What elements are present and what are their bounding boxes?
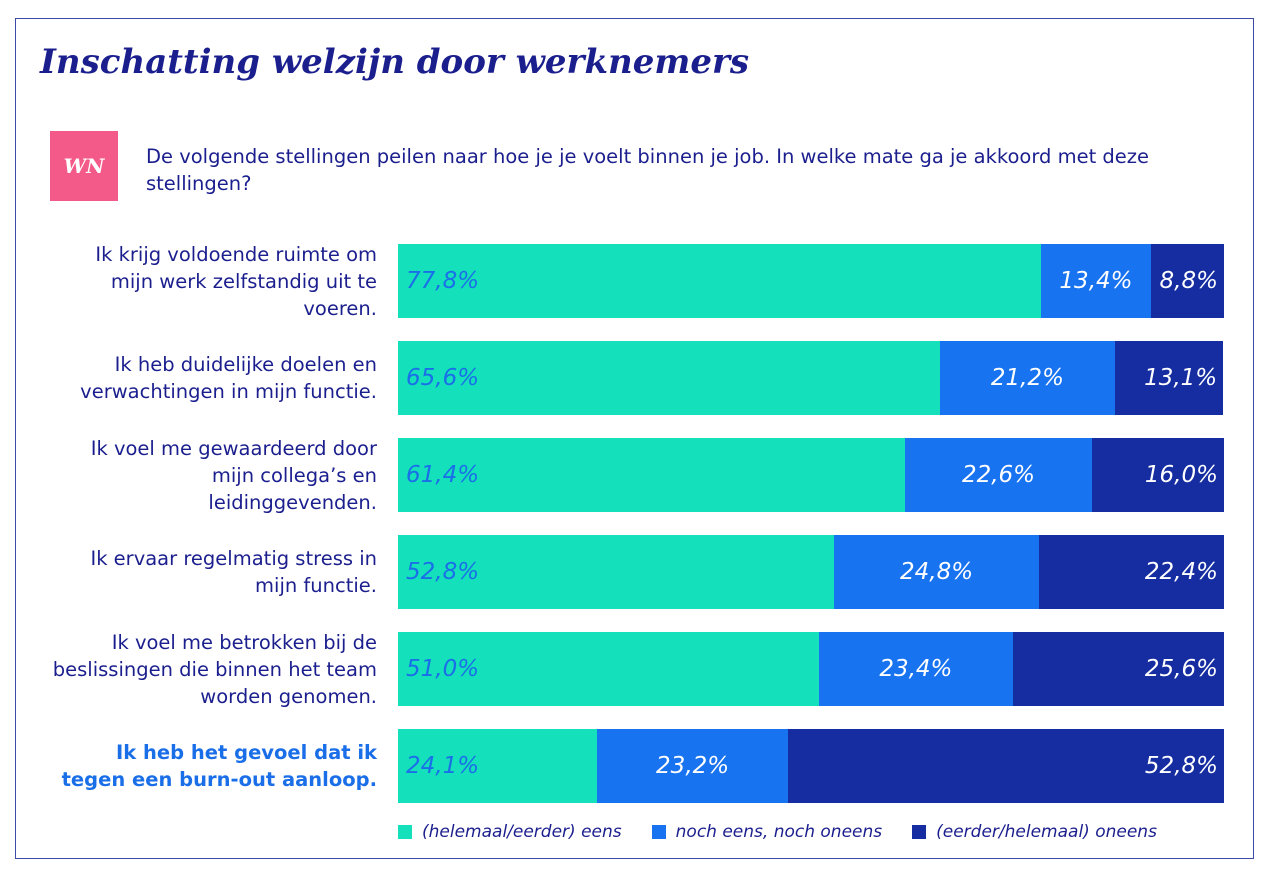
data-label: 23,4% [879, 656, 953, 682]
row-label-text: Ik heb duidelijke doelen en verwachtinge… [80, 353, 377, 403]
data-label: 13,1% [1144, 365, 1218, 391]
row-label: Ik voel me gewaardeerd door mijn collega… [47, 437, 377, 514]
data-label: 24,8% [900, 559, 974, 585]
row-label: Ik krijg voldoende ruimte om mijn werk z… [47, 243, 377, 320]
data-label: 13,4% [1059, 268, 1133, 294]
data-label: 65,6% [406, 365, 480, 391]
bar-row: 61,4% 22,6% 16,0% [398, 438, 1224, 512]
question-text: De volgende stellingen peilen naar hoe j… [146, 145, 1150, 195]
bar-segment-disagree: 52,8% [788, 729, 1224, 803]
chart-title: Inschatting welzijn door werknemers [40, 42, 750, 82]
wn-badge: WN [50, 131, 118, 201]
row-label: Ik heb het gevoel dat ik tegen een burn-… [47, 729, 377, 803]
chart-legend: (helemaal/eerder) eens noch eens, noch o… [398, 822, 1187, 842]
row-label: Ik ervaar regelmatig stress in mijn func… [47, 535, 377, 609]
legend-item-agree: (helemaal/eerder) eens [398, 822, 622, 842]
bar-segment-neutral: 13,4% [1040, 244, 1152, 318]
data-label: 25,6% [1144, 656, 1218, 682]
data-label: 51,0% [406, 656, 480, 682]
data-label: 8,8% [1159, 268, 1218, 294]
data-label: 23,2% [656, 753, 730, 779]
data-label: 16,0% [1144, 462, 1218, 488]
data-label: 77,8% [406, 268, 480, 294]
row-label-text: Ik krijg voldoende ruimte om mijn werk z… [95, 242, 377, 320]
row-label: Ik voel me betrokken bij de beslissingen… [47, 631, 377, 708]
bar-segment-agree: 52,8% [398, 535, 835, 609]
row-label-text: Ik ervaar regelmatig stress in mijn func… [90, 547, 377, 597]
legend-swatch-disagree [912, 825, 927, 839]
bar-row: 77,8% 13,4% 8,8% [398, 244, 1224, 318]
bar-row: 24,1% 23,2% 52,8% [398, 729, 1224, 803]
data-label: 52,8% [1144, 753, 1218, 779]
bar-segment-neutral: 21,2% [939, 341, 1115, 415]
bar-segment-disagree: 22,4% [1038, 535, 1224, 609]
legend-swatch-neutral [651, 825, 666, 839]
legend-item-neutral: noch eens, noch oneens [651, 822, 883, 842]
row-label-text: Ik voel me betrokken bij de beslissingen… [52, 630, 377, 708]
data-label: 52,8% [406, 559, 480, 585]
row-label: Ik heb duidelijke doelen en verwachtinge… [47, 341, 377, 415]
data-label: 22,6% [961, 462, 1036, 488]
data-label: 24,1% [406, 753, 480, 779]
bar-row: 52,8% 24,8% 22,4% [398, 535, 1224, 609]
legend-label-agree: (helemaal/eerder) eens [422, 822, 622, 842]
bar-segment-disagree: 16,0% [1091, 438, 1224, 512]
bar-row: 51,0% 23,4% 25,6% [398, 632, 1224, 706]
bar-segment-agree: 77,8% [398, 244, 1041, 318]
bar-segment-disagree: 13,1% [1114, 341, 1224, 415]
bar-segment-agree: 51,0% [398, 632, 820, 706]
legend-item-disagree: (eerder/helemaal) oneens [912, 822, 1157, 842]
legend-swatch-agree [398, 825, 412, 839]
bar-segment-neutral: 24,8% [834, 535, 1039, 609]
bar-row: 65,6% 21,2% 13,1% [398, 341, 1224, 415]
row-label-text: Ik voel me gewaardeerd door mijn collega… [90, 436, 377, 514]
bar-segment-disagree: 8,8% [1151, 244, 1224, 318]
bar-segment-neutral: 23,4% [819, 632, 1013, 706]
bar-segment-neutral: 23,2% [596, 729, 789, 803]
data-label: 22,4% [1144, 559, 1218, 585]
legend-label-neutral: noch eens, noch oneens [675, 822, 883, 842]
data-label: 61,4% [406, 462, 480, 488]
legend-label-disagree: (eerder/helemaal) oneens [936, 822, 1157, 842]
chart-frame [15, 18, 1254, 859]
data-label: 21,2% [990, 365, 1064, 391]
bar-segment-agree: 65,6% [398, 341, 940, 415]
bar-segment-disagree: 25,6% [1012, 632, 1224, 706]
bar-segment-agree: 61,4% [398, 438, 906, 512]
row-label-text: Ik heb het gevoel dat ik tegen een burn-… [61, 741, 377, 791]
bar-segment-neutral: 22,6% [905, 438, 1092, 512]
bar-segment-agree: 24,1% [398, 729, 597, 803]
